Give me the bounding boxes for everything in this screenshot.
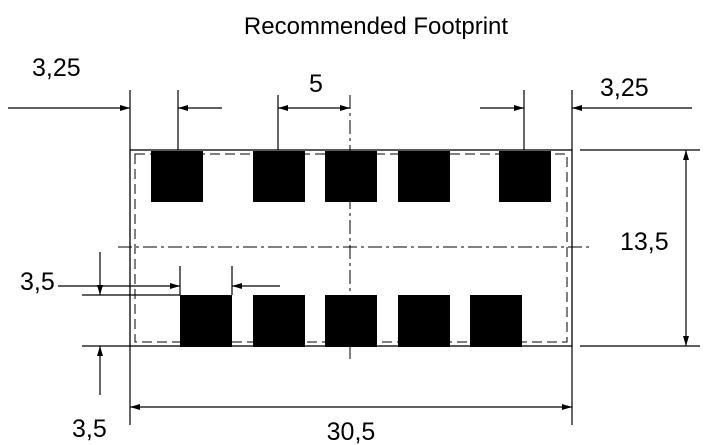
pad <box>151 151 203 202</box>
bottom-pad-row <box>180 295 522 347</box>
pad <box>499 151 551 202</box>
title: Recommended Footprint <box>244 13 508 40</box>
pad <box>470 295 522 347</box>
pad-width-label: 3,5 <box>20 268 55 296</box>
pad <box>253 151 305 202</box>
width-label: 30,5 <box>327 418 376 445</box>
height-label: 13,5 <box>620 228 669 256</box>
pad <box>180 295 232 347</box>
top-pad-row <box>151 151 551 202</box>
pad <box>325 295 377 347</box>
pitch-label: 5 <box>309 70 323 98</box>
pad <box>253 295 305 347</box>
pad <box>398 295 450 347</box>
pad <box>398 151 450 202</box>
pad-height-label: 3,5 <box>72 415 107 443</box>
right-offset-label: 3,25 <box>600 74 649 102</box>
pad <box>325 151 377 202</box>
left-offset-label: 3,25 <box>32 54 81 82</box>
